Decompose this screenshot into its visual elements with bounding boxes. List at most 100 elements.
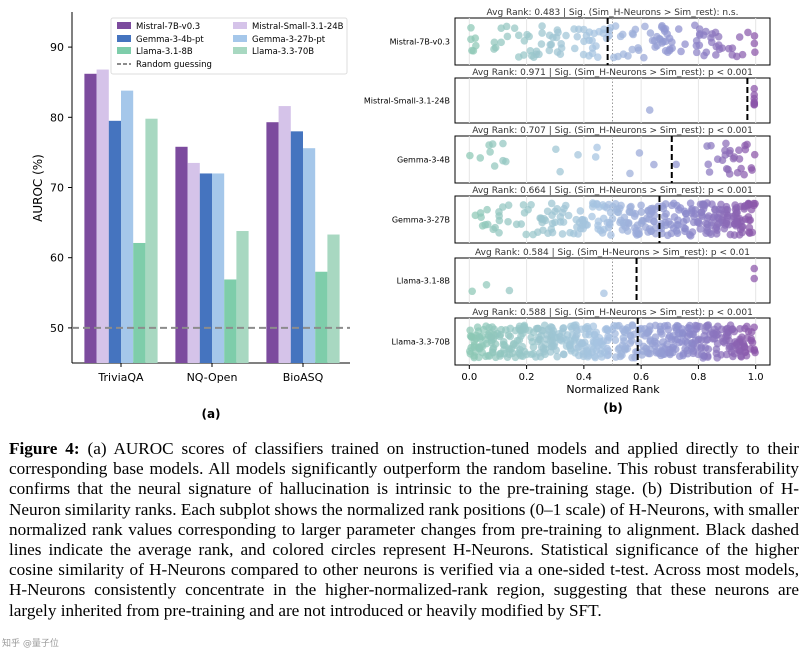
h-neuron-point	[512, 220, 521, 229]
h-neuron-point	[691, 210, 700, 218]
bar-x-tick-label: TriviaQA	[97, 371, 144, 384]
figure-caption: Figure 4: (a) AUROC scores of classifier…	[9, 439, 799, 621]
h-neuron-point	[750, 274, 759, 283]
legend-label-random: Random guessing	[136, 60, 212, 70]
h-neuron-point	[640, 53, 648, 62]
h-neuron-point	[668, 44, 676, 53]
h-neuron-point	[607, 231, 615, 239]
h-neuron-point	[572, 215, 581, 224]
h-neuron-point	[750, 91, 759, 99]
h-neuron-point	[491, 353, 500, 362]
legend-label-llama-70b: Llama-3.3-70B	[252, 47, 314, 57]
h-neuron-point	[685, 321, 694, 330]
h-neuron-point	[495, 229, 503, 237]
h-neuron-point	[684, 349, 692, 358]
bar	[224, 279, 237, 363]
h-neuron-point	[735, 33, 744, 41]
h-neuron-point	[672, 227, 681, 235]
h-neuron-point	[750, 98, 759, 106]
h-neuron-point	[516, 326, 525, 335]
h-neuron-point	[616, 32, 625, 41]
h-neuron-point	[719, 337, 728, 346]
h-neuron-point	[678, 325, 686, 333]
h-neuron-point	[747, 334, 756, 343]
h-neuron-point	[537, 40, 546, 48]
legend-swatch-gemma-4b	[117, 35, 131, 42]
rank-panel-annotation: Avg Rank: 0.584 | Sig. (Sim_H-Neurons > …	[475, 248, 750, 258]
h-neuron-point	[522, 230, 530, 239]
h-neuron-point	[670, 213, 679, 221]
bar	[187, 162, 200, 363]
h-neuron-point	[735, 146, 743, 154]
h-neuron-point	[593, 143, 601, 152]
legend-swatch-mistral-24b	[233, 22, 247, 29]
h-neuron-point	[732, 218, 740, 226]
h-neuron-point	[614, 52, 622, 61]
rank-panel-annotation: Avg Rank: 0.588 | Sig. (Sim_H-Neurons > …	[472, 308, 753, 318]
h-neuron-point	[534, 333, 543, 342]
h-neuron-point	[714, 322, 722, 331]
h-neuron-point	[740, 202, 749, 211]
h-neuron-point	[545, 46, 554, 55]
h-neuron-point	[722, 139, 730, 148]
h-neuron-point	[634, 339, 643, 347]
bar	[327, 234, 340, 363]
h-neuron-point	[520, 36, 529, 45]
h-neuron-point	[661, 200, 670, 208]
h-neuron-point	[709, 330, 718, 338]
h-neuron-point	[725, 44, 733, 53]
h-neuron-point	[697, 211, 706, 219]
h-neuron-point	[633, 231, 641, 239]
bar-legend: Mistral-7B-v0.3 Gemma-3-4b-pt Llama-3.1-…	[110, 17, 348, 75]
h-neuron-point	[647, 206, 656, 215]
h-neuron-point	[558, 230, 567, 238]
rank-panel: Avg Rank: 0.588 | Sig. (Sim_H-Neurons > …	[392, 308, 771, 366]
h-neuron-point	[626, 339, 635, 347]
h-neuron-point	[606, 208, 615, 217]
h-neuron-point	[696, 225, 705, 233]
panel-a-label: (a)	[201, 407, 220, 421]
h-neuron-point	[705, 168, 714, 176]
h-neuron-point	[725, 344, 734, 353]
h-neuron-point	[659, 37, 667, 46]
h-neuron-point	[612, 205, 621, 214]
h-neuron-point	[467, 24, 475, 32]
h-neuron-point	[576, 207, 585, 215]
h-neuron-point	[711, 206, 719, 214]
bar	[236, 231, 249, 363]
h-neuron-point	[722, 329, 731, 338]
h-neuron-point	[582, 31, 591, 40]
h-neuron-point	[515, 348, 523, 357]
bar-x-tick-label: NQ-Open	[187, 371, 238, 384]
h-neuron-point	[591, 353, 600, 362]
rank-panel: Avg Rank: 0.584 | Sig. (Sim_H-Neurons > …	[397, 248, 771, 304]
h-neuron-point	[503, 32, 512, 41]
h-neuron-point	[624, 52, 632, 60]
h-neuron-point	[691, 336, 700, 345]
h-neuron-point	[671, 335, 680, 344]
h-neuron-point	[731, 201, 739, 209]
h-neuron-point	[637, 201, 645, 210]
h-neuron-point	[559, 350, 568, 358]
h-neuron-point	[594, 225, 602, 233]
h-neuron-point	[510, 24, 519, 32]
h-neuron-point	[643, 214, 651, 223]
bar-x-tick-label: BioASQ	[283, 371, 324, 384]
h-neuron-point	[561, 201, 570, 210]
rank-panel-model-label: Mistral-7B-v0.3	[390, 38, 450, 47]
h-neuron-point	[608, 214, 617, 223]
h-neuron-point	[737, 352, 745, 360]
h-neuron-point	[527, 350, 535, 359]
h-neuron-point	[579, 50, 588, 59]
h-neuron-point	[466, 151, 474, 160]
h-neuron-point	[697, 336, 706, 344]
h-neuron-point	[610, 321, 618, 330]
h-neuron-point	[573, 32, 582, 41]
h-neuron-point	[529, 328, 538, 337]
h-neuron-point	[692, 48, 701, 57]
h-neuron-point	[713, 155, 722, 163]
h-neuron-point	[539, 344, 548, 353]
h-neuron-point	[712, 349, 721, 358]
h-neuron-point	[677, 47, 685, 56]
h-neuron-point	[562, 31, 570, 40]
